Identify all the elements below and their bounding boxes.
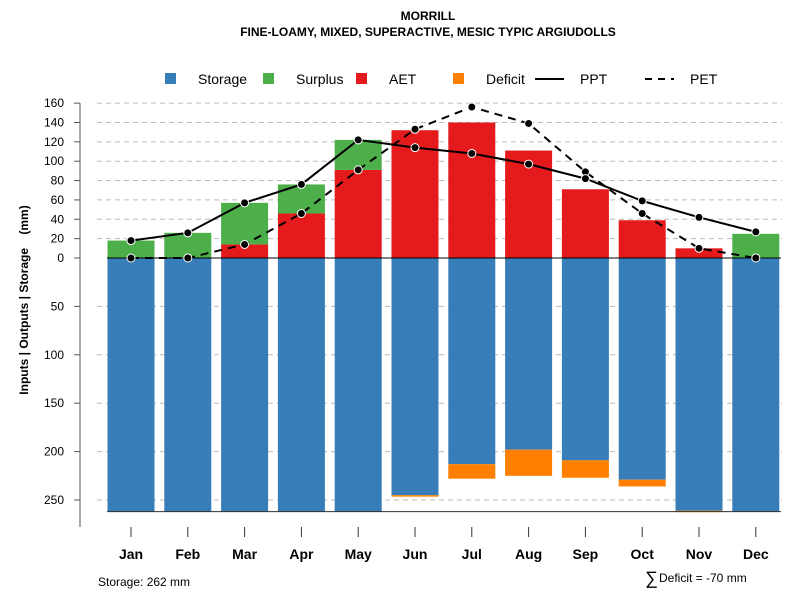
legend-swatch-storage: [165, 73, 176, 84]
y-tick-label: 200: [44, 445, 64, 459]
chart-subtitle: FINE-LOAMY, MIXED, SUPERACTIVE, MESIC TY…: [240, 25, 616, 39]
month-label: Mar: [232, 546, 257, 562]
surplus-bar: [107, 240, 155, 258]
ppt-point: [410, 143, 420, 153]
storage-bar: [505, 258, 553, 450]
deficit-footer: Deficit = -70 mm: [659, 571, 747, 585]
deficit-bar: [448, 464, 496, 479]
month-label: Dec: [743, 546, 769, 562]
y-tick-label: 100: [44, 154, 64, 168]
deficit-bar: [561, 460, 609, 478]
y-tick-label: 100: [44, 348, 64, 362]
pet-point: [751, 253, 761, 263]
storage-footer: Storage: 262 mm: [98, 575, 190, 589]
month-label: Sep: [573, 546, 599, 562]
pet-point: [410, 124, 420, 134]
y-axis-label: Inputs | Outputs | Storage (mm): [17, 205, 31, 394]
storage-bar: [164, 258, 212, 512]
pet-point: [126, 253, 136, 263]
aet-bar: [334, 169, 382, 258]
y-tick-label: 160: [44, 96, 64, 110]
storage-bar: [618, 258, 666, 480]
y-tick-label: 50: [51, 299, 65, 313]
deficit-bar: [505, 449, 553, 476]
month-label: Apr: [289, 546, 314, 562]
legend-label: Deficit: [486, 71, 525, 87]
lines: [126, 102, 761, 263]
ppt-point: [467, 148, 477, 158]
month-label: May: [345, 546, 372, 562]
pet-point: [637, 208, 647, 218]
ppt-point: [751, 227, 761, 237]
month-label: Oct: [631, 546, 655, 562]
legend-swatch-surplus: [263, 73, 274, 84]
legend-label: Surplus: [296, 71, 343, 87]
y-tick-label: 0: [57, 251, 64, 265]
pet-point: [296, 208, 306, 218]
legend-swatch-deficit: [453, 73, 464, 84]
storage-bar: [334, 258, 382, 512]
pet-point: [240, 239, 250, 249]
pet-point: [694, 243, 704, 253]
aet-bar: [618, 220, 666, 258]
ppt-point: [353, 135, 363, 145]
month-label: Aug: [515, 546, 542, 562]
y-tick-label: 150: [44, 396, 64, 410]
ppt-point: [637, 196, 647, 206]
deficit-bar: [618, 479, 666, 487]
ppt-point: [580, 174, 590, 184]
legend-label: PET: [690, 71, 718, 87]
storage-bar: [107, 258, 155, 512]
sum-symbol: ∑: [645, 568, 658, 588]
surplus-bar: [334, 139, 382, 170]
storage-bar: [732, 258, 780, 512]
storage-bar: [391, 258, 439, 496]
y-tick-label: 140: [44, 115, 64, 129]
ppt-point: [694, 212, 704, 222]
storage-bar: [675, 258, 723, 511]
bars: [107, 122, 781, 513]
ppt-line: [130, 138, 757, 242]
aet-bar: [448, 122, 496, 258]
pet-point: [183, 253, 193, 263]
storage-bar: [448, 258, 496, 465]
month-label: Jul: [462, 546, 482, 562]
pet-point: [353, 165, 363, 175]
ppt-point: [183, 228, 193, 238]
aet-bar: [277, 213, 325, 258]
chart-title: MORRILL: [401, 9, 456, 23]
month-label: Jun: [403, 546, 428, 562]
ppt-point: [296, 179, 306, 189]
ppt-point: [240, 198, 250, 208]
surplus-bar: [221, 202, 269, 245]
legend-label: PPT: [580, 71, 608, 87]
pet-line: [131, 105, 756, 259]
aet-bar: [675, 248, 723, 258]
month-label: Nov: [686, 546, 713, 562]
y-tick-label: 120: [44, 135, 64, 149]
legend-label: Storage: [198, 71, 247, 87]
y-tick-label: 20: [51, 232, 65, 246]
pet-point: [467, 102, 477, 112]
axes: 0 20 40 60 80 100 120 140 160 50 100 150 200 250 Jan Fe…: [44, 96, 769, 562]
ppt-point: [524, 159, 534, 169]
storage-bar: [277, 258, 325, 512]
y-tick-label: 80: [51, 174, 65, 188]
legend-swatch-aet: [356, 73, 367, 84]
legend-label: AET: [389, 71, 417, 87]
gridlines: [97, 102, 782, 501]
storage-bar: [221, 258, 269, 512]
y-tick-label: 250: [44, 493, 64, 507]
month-label: Jan: [119, 546, 143, 562]
y-tick-label: 40: [51, 212, 65, 226]
y-tick-label: 60: [51, 193, 65, 207]
deficit-bar: [391, 495, 439, 497]
ppt-point: [126, 236, 136, 246]
pet-point: [524, 118, 534, 128]
storage-bar: [561, 258, 609, 461]
aet-bar: [561, 189, 609, 258]
month-label: Feb: [175, 546, 200, 562]
legend: Storage Surplus AET Deficit PPT PET: [165, 71, 718, 87]
